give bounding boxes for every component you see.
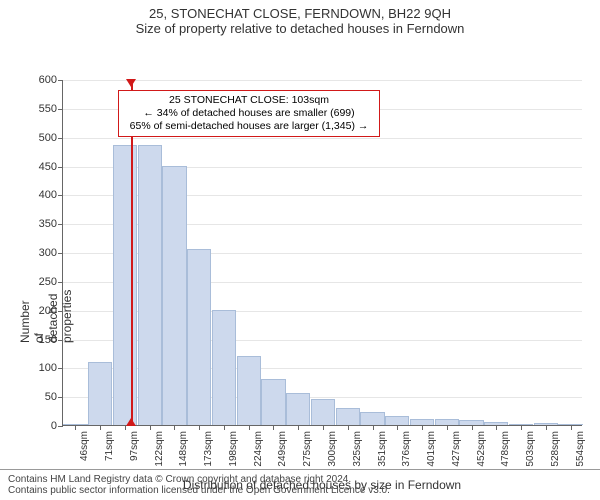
ytick-mark [58,282,63,283]
marker-triangle-bottom [126,418,136,426]
xtick-mark [150,425,151,430]
annotation-line: ← 34% of detached houses are smaller (69… [125,107,373,120]
xtick-label: 554sqm [575,431,586,467]
marker-triangle-top [126,79,136,87]
histogram-bar [162,166,186,426]
xtick-label: 122sqm [154,431,165,467]
y-axis-label: Number of detached properties [18,290,74,343]
ytick-label: 350 [39,218,57,230]
ytick-label: 600 [39,74,57,86]
xtick-mark [348,425,349,430]
ytick-label: 100 [39,362,57,374]
title-sub: Size of property relative to detached ho… [0,21,600,36]
footer-line-2: Contains public sector information licen… [8,485,592,496]
xtick-label: 351sqm [377,431,388,467]
ytick-mark [58,109,63,110]
ytick-label: 250 [39,276,57,288]
xtick-label: 503sqm [525,431,536,467]
xtick-label: 401sqm [426,431,437,467]
ytick-label: 400 [39,189,57,201]
xtick-mark [75,425,76,430]
xtick-mark [323,425,324,430]
xtick-mark [174,425,175,430]
gridline [63,138,582,139]
ytick-label: 50 [45,391,57,403]
xtick-mark [496,425,497,430]
ytick-mark [58,368,63,369]
xtick-label: 325sqm [352,431,363,467]
histogram-bar [187,249,211,425]
xtick-mark [273,425,274,430]
plot-area: 05010015020025030035040045050055060046sq… [62,80,582,426]
xtick-label: 452sqm [476,431,487,467]
ytick-mark [58,426,63,427]
ytick-mark [58,224,63,225]
xtick-mark [100,425,101,430]
footer-line-1: Contains HM Land Registry data © Crown c… [8,474,592,485]
histogram-bar [88,362,112,425]
xtick-mark [249,425,250,430]
xtick-mark [224,425,225,430]
ytick-mark [58,195,63,196]
ytick-mark [58,138,63,139]
histogram-bar [212,310,236,425]
xtick-label: 275sqm [302,431,313,467]
xtick-label: 173sqm [203,431,214,467]
annotation-box: 25 STONECHAT CLOSE: 103sqm← 34% of detac… [118,90,380,137]
xtick-mark [397,425,398,430]
xtick-label: 376sqm [401,431,412,467]
ytick-mark [58,80,63,81]
xtick-label: 528sqm [550,431,561,467]
histogram-bar [336,408,360,425]
xtick-label: 198sqm [228,431,239,467]
xtick-mark [422,425,423,430]
xtick-mark [199,425,200,430]
annotation-line: 65% of semi-detached houses are larger (… [125,120,373,133]
xtick-label: 46sqm [79,431,90,461]
xtick-mark [472,425,473,430]
ytick-mark [58,167,63,168]
histogram-bar [237,356,261,425]
annotation-line: 25 STONECHAT CLOSE: 103sqm [125,94,373,107]
xtick-mark [546,425,547,430]
xtick-mark [447,425,448,430]
xtick-label: 97sqm [129,431,140,461]
xtick-mark [571,425,572,430]
xtick-label: 71sqm [104,431,115,461]
xtick-mark [298,425,299,430]
xtick-label: 224sqm [253,431,264,467]
xtick-label: 427sqm [451,431,462,467]
ytick-label: 300 [39,247,57,259]
histogram-bar [286,393,310,425]
title-main: 25, STONECHAT CLOSE, FERNDOWN, BH22 9QH [0,0,600,21]
histogram-bar [360,412,384,425]
ytick-label: 450 [39,161,57,173]
histogram-bar [385,416,409,425]
histogram-bar [138,145,162,425]
gridline [63,80,582,81]
xtick-label: 478sqm [500,431,511,467]
xtick-mark [373,425,374,430]
license-footer: Contains HM Land Registry data © Crown c… [0,469,600,500]
histogram-bar [261,379,285,425]
ytick-mark [58,253,63,254]
histogram-bar [311,399,335,425]
xtick-label: 249sqm [277,431,288,467]
ytick-label: 550 [39,103,57,115]
xtick-label: 148sqm [178,431,189,467]
ytick-label: 0 [51,420,57,432]
xtick-mark [521,425,522,430]
ytick-label: 500 [39,132,57,144]
histogram-bar [113,145,137,425]
ytick-mark [58,397,63,398]
xtick-label: 300sqm [327,431,338,467]
